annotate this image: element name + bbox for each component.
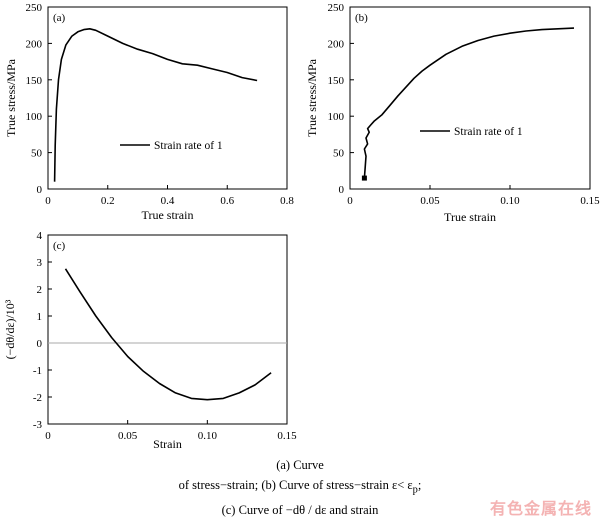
panel-c-xtick-label: 0	[45, 430, 51, 442]
panel-b-xtick-label: 0.10	[500, 195, 520, 207]
caption-line-2-text: of stress−strain; (b) Curve of stress−st…	[178, 478, 413, 492]
panel-a-ylabel: True stress/MPa	[4, 58, 18, 137]
panel-a-xtick-label: 0.6	[220, 195, 234, 207]
panel-a-frame	[47, 6, 288, 190]
panel-a-legend-label: Strain rate of 1	[154, 140, 223, 152]
panel-b-legend-label: Strain rate of 1	[454, 126, 523, 138]
panel-b-xlabel: True strain	[444, 210, 496, 224]
panel-c-xlabel: Strain	[153, 437, 182, 451]
panel-b-xtick-label: 0	[347, 195, 353, 207]
panel-c-ylabel: (−dθ/dε)/10³	[3, 299, 17, 359]
panel-a-xtick-label: 0.8	[280, 195, 294, 207]
panel-c-xtick-label: 0.10	[198, 430, 218, 442]
panel-a-ytick-label: 50	[31, 148, 43, 160]
panel-a-ytick-label: 250	[26, 2, 43, 14]
panel-b-start-marker	[361, 175, 367, 181]
panel-a-label: (a)	[53, 12, 66, 24]
panel-a-xlabel: True strain	[142, 208, 194, 222]
panel-c-ytick-label: -2	[33, 392, 42, 404]
caption-line-1: (a) Curve	[276, 458, 324, 472]
panel-c-ytick-label: 2	[37, 284, 43, 296]
panel-b-frame	[349, 6, 591, 190]
caption-line-2: of stress−strain; (b) Curve of stress−st…	[0, 478, 600, 496]
panel-b-xtick-label: 0.15	[580, 195, 600, 207]
panel-c-xtick-label: 0.15	[277, 430, 297, 442]
caption-line-3: (c) Curve of −dθ / dε and strain	[221, 503, 379, 517]
panel-a-ytick-label: 0	[37, 184, 43, 196]
panel-c-ytick-label: 3	[37, 257, 43, 269]
panel-a-series-line	[53, 28, 258, 182]
panel-b-ytick-label: 100	[328, 111, 345, 123]
caption-line-2-sub: p	[412, 484, 418, 496]
panel-b-ytick-label: 50	[333, 148, 345, 160]
caption-line-2-tail: ;	[417, 478, 422, 492]
panel-b-ytick-label: 250	[328, 2, 345, 14]
panel-b-ytick-label: 0	[339, 184, 345, 196]
panel-b-xtick-label: 0.05	[420, 195, 440, 207]
panel-c-ytick-label: -1	[33, 365, 42, 377]
panel-c-series-line	[64, 268, 272, 401]
panel-c-ytick-label: -3	[33, 419, 43, 431]
panel-a-ytick-label: 200	[26, 38, 43, 50]
panel-a-ytick-label: 100	[26, 111, 43, 123]
watermark: 有色金属在线	[489, 499, 592, 518]
panel-b-ylabel: True stress/MPa	[305, 58, 319, 137]
panel-a-xtick-label: 0	[45, 195, 51, 207]
panel-a-xtick-label: 0.2	[101, 195, 115, 207]
panel-c-ytick-label: 4	[37, 230, 43, 242]
panel-c-xtick-label: 0.05	[118, 430, 138, 442]
panel-c-frame	[47, 234, 288, 425]
panel-c-label: (c)	[53, 240, 66, 252]
panel-b-ytick-label: 150	[328, 75, 345, 87]
panel-a-ytick-label: 150	[26, 75, 43, 87]
panel-b-ytick-label: 200	[328, 38, 345, 50]
panel-c-ytick-label: 0	[37, 338, 43, 350]
panel-b-series-line	[363, 27, 575, 179]
panel-c-ytick-label: 1	[37, 311, 43, 323]
panel-b-label: (b)	[355, 12, 368, 24]
panel-a-xtick-label: 0.4	[161, 195, 175, 207]
